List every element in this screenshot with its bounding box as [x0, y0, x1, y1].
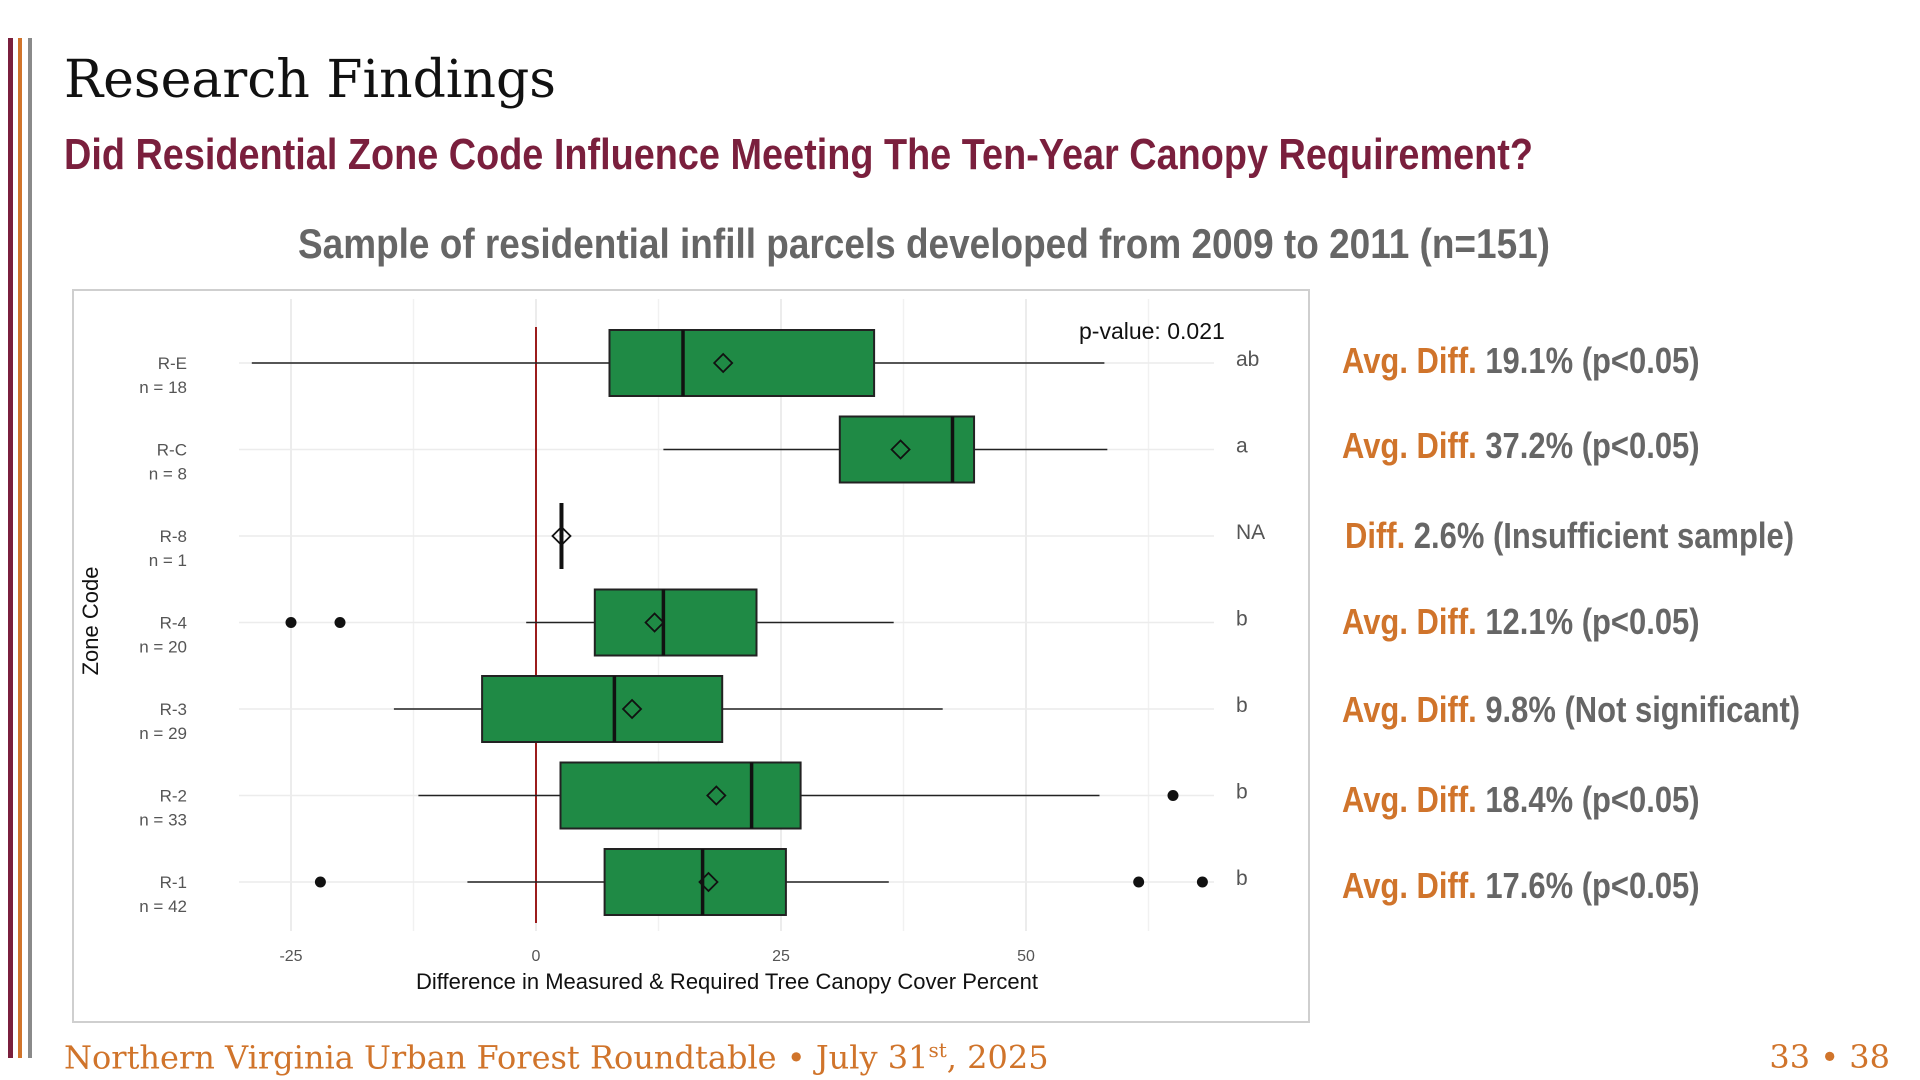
- group-letter-R-C: a: [1236, 435, 1248, 458]
- x-axis-label: Difference in Measured & Required Tree C…: [416, 969, 1038, 994]
- n-label-R-E: n = 18: [139, 378, 187, 397]
- accent-bar-maroon: [8, 38, 13, 1058]
- y-tick-label-R-8: R-8: [160, 527, 187, 546]
- annotation-value: 17.6% (p<0.05): [1476, 865, 1700, 906]
- group-letter-R-2: b: [1236, 781, 1248, 804]
- mean-marker-R-C: [890, 439, 911, 460]
- group-letter-R-4: b: [1236, 608, 1248, 631]
- y-axis-label: Zone Code: [78, 567, 103, 676]
- group-letter-R-1: b: [1236, 867, 1248, 890]
- outlier-point-R-2: [1167, 790, 1179, 801]
- annotation-value: 19.1% (p<0.05): [1476, 340, 1700, 381]
- annotation-item: Avg. Diff. 12.1% (p<0.05): [1342, 601, 1700, 643]
- p-value-label: p-value: 0.021: [1079, 318, 1225, 344]
- boxplot-svg: R-E n = 18 ab R-C n = 8 a R-8 n = 1 NA R-4 n = 20 b…: [78, 299, 1265, 994]
- outlier-point-R-4: [285, 617, 297, 628]
- page-number: 33 • 38: [1769, 1038, 1890, 1076]
- mean-marker-R-8: [551, 525, 572, 547]
- annotation-value: 9.8% (Not significant): [1476, 689, 1801, 730]
- annotation-key: Avg. Diff.: [1342, 865, 1477, 906]
- n-label-R-2: n = 33: [139, 811, 187, 830]
- annotation-key: Avg. Diff.: [1342, 340, 1477, 381]
- footer-text: Northern Virginia Urban Forest Roundtabl…: [64, 1038, 1049, 1077]
- slide-title: Research Findings: [64, 50, 556, 110]
- y-tick-label-R-C: R-C: [157, 441, 187, 460]
- annotation-value: 18.4% (p<0.05): [1476, 779, 1700, 820]
- annotation-value: 12.1% (p<0.05): [1476, 601, 1700, 642]
- annotation-key: Avg. Diff.: [1342, 425, 1477, 466]
- accent-bar-gray: [28, 38, 32, 1058]
- footer-main: Northern Virginia Urban Forest Roundtabl…: [64, 1038, 929, 1077]
- box-R-E: [608, 329, 876, 397]
- annotation-item: Diff. 2.6% (Insufficient sample): [1345, 515, 1794, 557]
- annotation-value: 37.2% (p<0.05): [1476, 425, 1700, 466]
- x-tick-label: -25: [279, 948, 302, 965]
- annotation-item: Avg. Diff. 19.1% (p<0.05): [1342, 340, 1700, 382]
- outlier-point-R-4: [334, 617, 346, 628]
- outlier-point-R-1: [1196, 876, 1208, 888]
- accent-bar-orange: [18, 38, 22, 1058]
- n-label-R-1: n = 42: [139, 897, 187, 916]
- y-tick-label-R-1: R-1: [160, 873, 187, 892]
- annotation-key: Diff.: [1345, 515, 1406, 556]
- mean-marker-R-2: [706, 785, 727, 806]
- annotation-key: Avg. Diff.: [1342, 689, 1477, 730]
- outlier-point-R-1: [1133, 876, 1145, 888]
- annotation-value: 2.6% (Insufficient sample): [1405, 515, 1795, 556]
- annotation-key: Avg. Diff.: [1342, 779, 1477, 820]
- group-letter-R-3: b: [1236, 694, 1248, 717]
- y-tick-label-R-3: R-3: [160, 700, 187, 719]
- group-letter-R-8: NA: [1236, 521, 1265, 544]
- mean-marker-R-E: [712, 352, 734, 374]
- annotation-item: Avg. Diff. 17.6% (p<0.05): [1342, 865, 1700, 907]
- mean-marker-R-4: [644, 612, 665, 633]
- y-tick-label-R-4: R-4: [160, 614, 187, 633]
- box-R-3: [481, 675, 724, 743]
- footer-sup: st: [928, 1038, 947, 1062]
- x-tick-label: 0: [532, 948, 541, 965]
- y-tick-label-R-2: R-2: [160, 787, 187, 806]
- n-label-R-4: n = 20: [139, 638, 187, 657]
- slide-subtitle: Did Residential Zone Code Influence Meet…: [64, 130, 1533, 179]
- outlier-point-R-1: [314, 876, 326, 888]
- n-label-R-3: n = 29: [139, 724, 187, 743]
- box-R-4: [593, 588, 758, 657]
- mean-marker-R-1: [698, 871, 719, 893]
- x-tick-label: 50: [1017, 948, 1035, 965]
- footer-end: , 2025: [946, 1038, 1049, 1077]
- mean-marker-R-3: [621, 698, 643, 720]
- y-tick-label-R-E: R-E: [158, 354, 187, 373]
- annotation-item: Avg. Diff. 9.8% (Not significant): [1342, 689, 1800, 731]
- box-R-2: [559, 761, 802, 830]
- x-tick-label: 25: [772, 948, 790, 965]
- annotation-item: Avg. Diff. 18.4% (p<0.05): [1342, 779, 1700, 821]
- annotation-item: Avg. Diff. 37.2% (p<0.05): [1342, 425, 1700, 467]
- n-label-R-C: n = 8: [149, 465, 187, 484]
- annotation-key: Avg. Diff.: [1342, 601, 1477, 642]
- box-R-1: [603, 848, 787, 916]
- group-letter-R-E: ab: [1236, 348, 1259, 371]
- n-label-R-8: n = 1: [149, 551, 187, 570]
- boxplot-chart: R-E n = 18 ab R-C n = 8 a R-8 n = 1 NA R-4 n = 20 b…: [72, 289, 1310, 1023]
- sample-description: Sample of residential infill parcels dev…: [298, 220, 1550, 267]
